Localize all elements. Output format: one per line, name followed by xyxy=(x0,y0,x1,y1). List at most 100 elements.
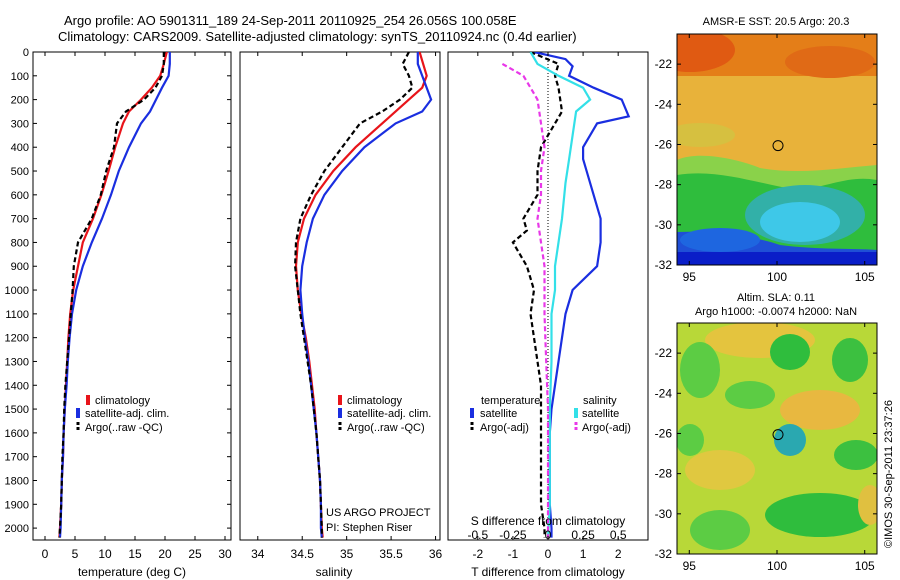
series-argo-raw-qc- xyxy=(58,52,165,538)
legend-argo: Argo(..raw -QC) xyxy=(85,422,163,434)
legend-swatch-sal-satellite xyxy=(574,408,578,418)
imos-stamp: ©IMOS 30-Sep-2011 23:37:26 xyxy=(883,400,895,548)
depth-tick-label: 1700 xyxy=(5,452,29,464)
temperature-tick-label: 25 xyxy=(188,547,202,561)
s-difference-tick-label: 0.25 xyxy=(571,528,595,542)
latitude-tick-label: -28 xyxy=(655,467,673,481)
legend-sal-argo: Argo(-adj) xyxy=(582,422,631,434)
legend-sal-satellite: satellite xyxy=(582,408,619,420)
sst-map-tick-labels: 95 100 105 -22 -24 -26 -28 -30 -32 xyxy=(655,34,877,284)
longitude-tick-label: 105 xyxy=(855,559,875,573)
legend-swatch-climatology xyxy=(86,395,90,405)
sla-map-tick-labels: 95 100 105 -22 -24 -26 -28 -30 -32 xyxy=(655,323,877,573)
series-satellite-adj-clim- xyxy=(58,52,171,538)
salinity-profiles xyxy=(293,52,433,538)
legend-title-salinity: salinity xyxy=(583,395,617,407)
sla-map-title: Altim. SLA: 0.11 xyxy=(737,292,815,304)
t-difference-tick-label: -2 xyxy=(472,547,483,561)
depth-tick-label: 0 xyxy=(23,47,29,59)
depth-tick-label: 400 xyxy=(11,142,29,154)
s-difference-tick-label: 0 xyxy=(545,528,552,542)
salinity-axis-label: salinity xyxy=(316,565,353,579)
depth-tick-label: 500 xyxy=(11,166,29,178)
legend-swatch-satellite xyxy=(338,408,342,418)
depth-tick-label: 1300 xyxy=(5,356,29,368)
series-satellite-salinity xyxy=(529,52,592,538)
argo-location-marker xyxy=(772,429,784,441)
latitude-tick-label: -24 xyxy=(655,97,673,111)
latitude-tick-label: -32 xyxy=(655,547,673,561)
difference-legend: temperature salinity satellite Argo(-adj… xyxy=(470,395,631,434)
temperature-tick-label: 15 xyxy=(128,547,142,561)
salinity-tick-labels: 34 34.5 35 35.5 36 xyxy=(251,52,443,561)
temperature-panel: 0100200300400500600700800900100011001200… xyxy=(5,47,648,579)
depth-tick-label: 2000 xyxy=(5,523,29,535)
longitude-tick-label: 105 xyxy=(855,270,875,284)
s-difference-tick-labels: -0.5 -0.25 0 0.25 0.5 xyxy=(467,528,626,542)
legend-swatch-satellite xyxy=(76,408,80,418)
depth-tick-label: 800 xyxy=(11,237,29,249)
legend-climatology: climatology xyxy=(347,395,403,407)
depth-tick-label: 600 xyxy=(11,190,29,202)
latitude-tick-label: -22 xyxy=(655,57,673,71)
salinity-legend: climatology satellite-adj. clim. Argo(..… xyxy=(338,395,431,434)
pi-credit: PI: Stephen Riser xyxy=(326,522,413,534)
temperature-tick-label: 5 xyxy=(72,547,79,561)
salinity-panel: 34 34.5 35 35.5 36 salinity climatology sate… xyxy=(239,51,443,579)
latitude-tick-label: -30 xyxy=(655,507,673,521)
temperature-profiles xyxy=(58,52,171,538)
depth-tick-label: 1900 xyxy=(5,499,29,511)
t-difference-tick-label: 1 xyxy=(580,547,587,561)
legend-argo: Argo(..raw -QC) xyxy=(347,422,425,434)
latitude-tick-label: -28 xyxy=(655,178,673,192)
depth-tick-label: 300 xyxy=(11,118,29,130)
longitude-tick-label: 95 xyxy=(683,270,697,284)
salinity-axes xyxy=(239,51,441,541)
series-argo-adj--temperature xyxy=(511,52,564,538)
latitude-tick-label: -30 xyxy=(655,218,673,232)
s-difference-axis-label: S difference from climatology xyxy=(471,514,626,528)
difference-panel: -2 -1 0 1 2 -0.5 -0.25 0 0.25 0.5 T difference f… xyxy=(447,51,649,579)
depth-tick-label: 1200 xyxy=(5,333,29,345)
figure-title-line2: Climatology: CARS2009. Satellite-adjuste… xyxy=(58,29,577,44)
latitude-tick-label: -26 xyxy=(655,426,673,440)
legend-temp-satellite: satellite xyxy=(480,408,517,420)
s-difference-tick-label: -0.5 xyxy=(467,528,488,542)
salinity-tick-label: 36 xyxy=(429,547,443,561)
sla-map-subtitle: Argo h1000: -0.0074 h2000: NaN xyxy=(695,306,857,318)
difference-profiles xyxy=(501,52,631,538)
series-argo-adj--salinity xyxy=(501,62,550,538)
temperature-axis-label: temperature (deg C) xyxy=(78,565,186,579)
s-difference-tick-label: -0.25 xyxy=(499,528,527,542)
project-credit: US ARGO PROJECT xyxy=(326,507,431,519)
depth-tick-label: 1100 xyxy=(5,309,29,321)
sst-map-panel: AMSR-E SST: 20.5 Argo: 20.3 95 100 105 -22 -… xyxy=(655,16,878,284)
legend-swatch-climatology xyxy=(338,395,342,405)
sst-heatmap xyxy=(677,34,877,265)
salinity-tick-label: 34.5 xyxy=(291,547,315,561)
latitude-tick-label: -26 xyxy=(655,137,673,151)
temperature-legend: climatology satellite-adj. clim. Argo(..… xyxy=(76,395,169,434)
longitude-tick-label: 95 xyxy=(683,559,697,573)
salinity-tick-label: 34 xyxy=(251,547,265,561)
temperature-axes xyxy=(32,51,232,541)
latitude-tick-label: -22 xyxy=(655,346,673,360)
figure-title-line1: Argo profile: AO 5901311_189 24-Sep-2011… xyxy=(64,13,517,28)
legend-satellite: satellite-adj. clim. xyxy=(347,408,431,420)
salinity-tick-label: 35 xyxy=(340,547,354,561)
t-difference-tick-label: 0 xyxy=(545,547,552,561)
sla-map-panel: Altim. SLA: 0.11 Argo h1000: -0.0074 h20… xyxy=(655,292,878,573)
depth-tick-label: 200 xyxy=(11,95,29,107)
sst-map-title: AMSR-E SST: 20.5 Argo: 20.3 xyxy=(703,16,850,28)
t-difference-axis-label: T difference from climatology xyxy=(471,565,625,579)
series-argo-raw-qc- xyxy=(293,52,414,538)
depth-tick-label: 1500 xyxy=(5,404,29,416)
s-difference-tick-label: 0.5 xyxy=(610,528,627,542)
legend-temp-argo: Argo(-adj) xyxy=(480,422,529,434)
depth-tick-label: 100 xyxy=(11,71,29,83)
depth-tick-label: 700 xyxy=(11,214,29,226)
t-difference-tick-label: 2 xyxy=(615,547,622,561)
temperature-tick-label: 0 xyxy=(42,547,49,561)
t-difference-tick-label: -1 xyxy=(508,547,519,561)
